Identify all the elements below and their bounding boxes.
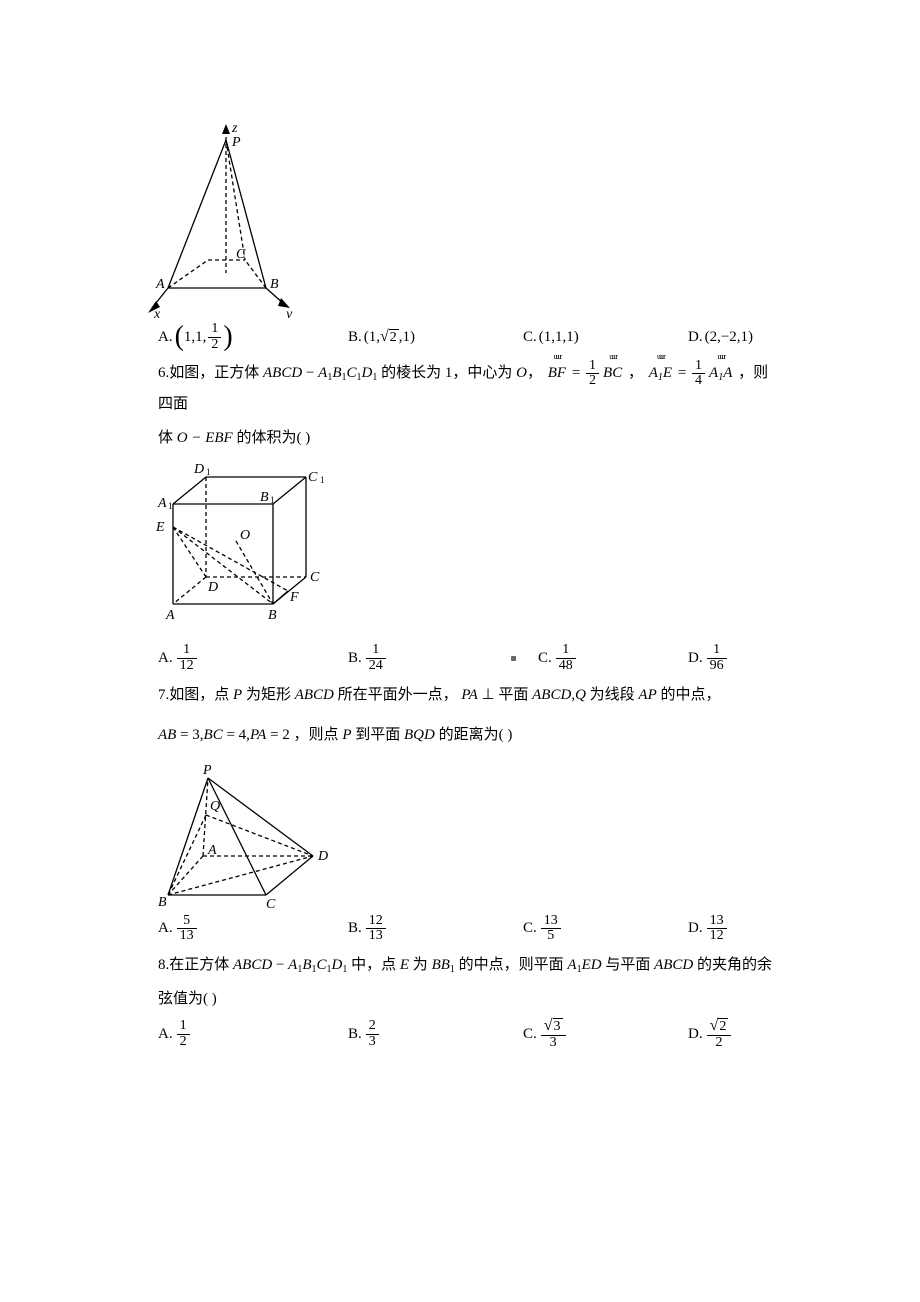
rect-pyramid-svg: P Q A D B C — [148, 760, 348, 910]
label-y: y — [284, 307, 293, 318]
svg-text:E: E — [155, 520, 165, 535]
page-marker-icon — [511, 656, 516, 661]
label-B: B — [270, 277, 279, 292]
label-A: A — [155, 277, 165, 292]
q6-figure: D 1 C 1 A 1 B 1 E O D C F A B — [148, 459, 780, 639]
q5-optA-v: 1,1, — [184, 323, 207, 352]
q5-options: A. ( 1,1, 12 ) B. (1, √2 ,1) C. (1,1,1) … — [158, 322, 780, 352]
q6-line1: 6.如图，正方体 ABCD − A1B1C1D1 的棱长为 1，中心为 O， B… — [158, 358, 780, 419]
q5-optB-label: B. — [348, 323, 362, 352]
q6-options: A. 112 B. 124 C. 148 D. 196 — [158, 643, 780, 673]
q6-optA: A. 112 — [158, 643, 348, 673]
q7-line1: 7.如图，点 P 为矩形 ABCD 所在平面外一点， PA ⊥ 平面 ABCD,… — [158, 680, 780, 710]
q7-optA: A. 513 — [158, 914, 348, 944]
q5-figure: z P C A B x y — [148, 118, 780, 318]
svg-text:B: B — [158, 895, 167, 910]
q5-optA: A. ( 1,1, 12 ) — [158, 322, 348, 352]
q8-line1: 8.在正方体 ABCD − A1B1C1D1 中，点 E 为 BB1 的中点，则… — [158, 950, 780, 980]
q5-optC-label: C. — [523, 323, 537, 352]
svg-text:D: D — [193, 462, 204, 477]
q8-line2: 弦值为( ) — [158, 984, 780, 1014]
q5-optD-label: D. — [688, 323, 703, 352]
q8-options: A. 12 B. 23 C. √3 3 D. √2 2 — [158, 1018, 780, 1050]
svg-text:O: O — [240, 528, 250, 543]
q6-line2: 体 O − EBF 的体积为( ) — [158, 423, 780, 453]
q7-optB: B. 1213 — [348, 914, 523, 944]
q8-optB: B. 23 — [348, 1018, 523, 1050]
q5-optC: C. (1,1,1) — [523, 322, 688, 352]
page: z P C A B x y A. ( 1,1, 12 ) B. (1, √2 — [0, 0, 920, 1302]
label-x: x — [153, 307, 161, 318]
q5-optA-label: A. — [158, 323, 173, 352]
svg-text:1: 1 — [320, 475, 325, 485]
svg-text:P: P — [202, 763, 212, 778]
q6-dot — [498, 643, 528, 673]
q7-line2: AB = 3,BC = 4,PA = 2 ，则点 P 到平面 BQD 的距离为(… — [158, 720, 780, 750]
q5-optD: D. (2,−2,1) — [688, 322, 753, 352]
q8-optD: D. √2 2 — [688, 1018, 733, 1050]
label-P: P — [231, 135, 241, 150]
svg-text:D: D — [207, 580, 218, 595]
q6-optD: D. 196 — [688, 643, 729, 673]
svg-text:1: 1 — [168, 501, 173, 511]
svg-text:A: A — [165, 608, 175, 623]
q8-optA: A. 12 — [158, 1018, 348, 1050]
q7-options: A. 513 B. 1213 C. 135 D. 1312 — [158, 914, 780, 944]
svg-text:F: F — [289, 590, 299, 605]
svg-text:A: A — [207, 843, 217, 858]
q7-figure: P Q A D B C — [148, 760, 780, 910]
svg-text:C: C — [308, 470, 318, 485]
svg-text:B: B — [268, 608, 277, 623]
q6-optC: C. 148 — [528, 643, 688, 673]
svg-text:1: 1 — [206, 467, 211, 477]
cube-svg: D 1 C 1 A 1 B 1 E O D C F A B — [148, 459, 348, 639]
svg-text:B: B — [260, 490, 269, 505]
q6-optB: B. 124 — [348, 643, 498, 673]
label-C: C — [236, 247, 246, 262]
label-z: z — [231, 121, 238, 136]
q7-optD: D. 1312 — [688, 914, 729, 944]
q8-optC: C. √3 3 — [523, 1018, 688, 1050]
pyramid-svg: z P C A B x y — [148, 118, 308, 318]
svg-text:A: A — [157, 496, 167, 511]
svg-text:C: C — [310, 570, 320, 585]
q5-optB: B. (1, √2 ,1) — [348, 322, 523, 352]
svg-text:D: D — [317, 849, 328, 864]
svg-text:Q: Q — [210, 799, 220, 814]
q7-optC: C. 135 — [523, 914, 688, 944]
svg-text:1: 1 — [270, 495, 275, 505]
svg-text:C: C — [266, 897, 276, 910]
